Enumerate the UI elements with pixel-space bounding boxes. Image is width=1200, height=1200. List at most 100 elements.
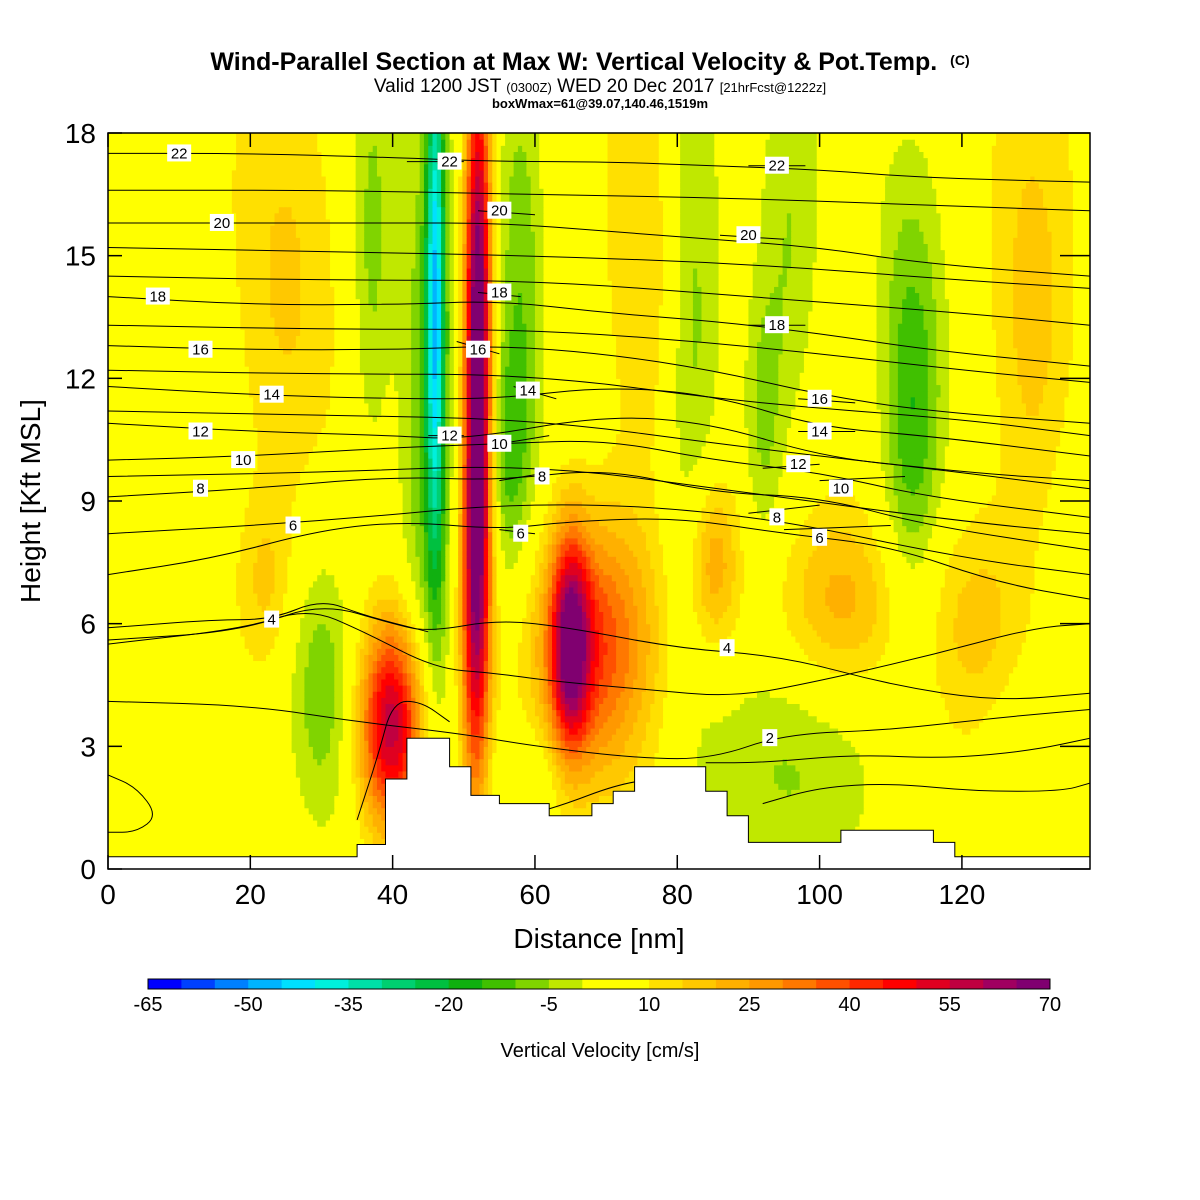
velocity-cell (321, 838, 326, 845)
velocity-cell (1022, 832, 1027, 839)
velocity-cell (339, 826, 344, 833)
velocity-cell (206, 795, 211, 802)
velocity-cell (270, 832, 275, 839)
velocity-cell (202, 820, 207, 827)
velocity-cell (253, 789, 258, 796)
velocity-cell (223, 789, 228, 796)
velocity-cell (172, 808, 177, 815)
velocity-cell (228, 789, 233, 796)
velocity-cell (292, 844, 297, 851)
velocity-cell (753, 832, 758, 839)
velocity-cell (608, 795, 613, 802)
velocity-cell (941, 832, 946, 839)
velocity-cell (936, 802, 941, 809)
velocity-cell (351, 844, 356, 851)
velocity-cell (1005, 795, 1010, 802)
velocity-cell (181, 826, 186, 833)
velocity-cell (821, 814, 826, 821)
velocity-cell (219, 826, 224, 833)
velocity-cell (561, 789, 566, 796)
velocity-cell (287, 838, 292, 845)
velocity-cell (808, 808, 813, 815)
velocity-cell (210, 789, 215, 796)
velocity-cell (757, 795, 762, 802)
velocity-cell (275, 820, 280, 827)
velocity-cell (279, 844, 284, 851)
velocity-cell (881, 795, 886, 802)
velocity-cell (1000, 832, 1005, 839)
velocity-cell (868, 795, 873, 802)
velocity-cell (898, 795, 903, 802)
velocity-cell (330, 826, 335, 833)
velocity-cell (970, 832, 975, 839)
velocity-cell (552, 789, 557, 796)
velocity-cell (915, 820, 920, 827)
velocity-cell (1005, 844, 1010, 851)
velocity-cell (992, 820, 997, 827)
velocity-cell (121, 802, 126, 809)
velocity-cell (821, 802, 826, 809)
velocity-cell (164, 844, 169, 851)
velocity-cell (347, 795, 352, 802)
velocity-cell (1030, 844, 1035, 851)
velocity-cell (817, 832, 822, 839)
velocity-cell (245, 826, 250, 833)
velocity-cell (181, 795, 186, 802)
velocity-cell (266, 789, 271, 796)
velocity-cell (936, 814, 941, 821)
velocity-cell (945, 826, 950, 833)
velocity-cell (885, 820, 890, 827)
velocity-cell (898, 808, 903, 815)
velocity-cell (283, 814, 288, 821)
velocity-cell (121, 814, 126, 821)
velocity-cell (326, 820, 331, 827)
velocity-cell (257, 814, 262, 821)
velocity-cell (830, 795, 835, 802)
velocity-cell (590, 795, 595, 802)
velocity-cell (1026, 838, 1031, 845)
velocity-cell (164, 814, 169, 821)
velocity-cell (168, 826, 173, 833)
velocity-cell (185, 795, 190, 802)
velocity-cell (834, 802, 839, 809)
velocity-cell (304, 789, 309, 796)
velocity-cell (561, 808, 566, 815)
velocity-cell (736, 808, 741, 815)
velocity-cell (770, 820, 775, 827)
velocity-cell (117, 820, 122, 827)
velocity-cell (787, 820, 792, 827)
velocity-cell (1022, 844, 1027, 851)
velocity-cell (1026, 820, 1031, 827)
velocity-cell (834, 826, 839, 833)
velocity-cell (958, 832, 963, 839)
velocity-cell (313, 838, 318, 845)
velocity-cell (193, 789, 198, 796)
velocity-cell (309, 814, 314, 821)
velocity-cell (1043, 814, 1048, 821)
velocity-cell (377, 808, 382, 815)
velocity-cell (313, 820, 318, 827)
velocity-cell (347, 808, 352, 815)
velocity-cell (851, 820, 856, 827)
velocity-cell (906, 820, 911, 827)
velocity-cell (996, 814, 1001, 821)
velocity-cell (748, 814, 753, 821)
velocity-cell (744, 808, 749, 815)
velocity-cell (206, 838, 211, 845)
velocity-cell (945, 820, 950, 827)
velocity-cell (872, 802, 877, 809)
chart-title-mark: (C) (950, 52, 969, 68)
velocity-cell (757, 814, 762, 821)
velocity-cell (923, 795, 928, 802)
velocity-cell (736, 789, 741, 796)
velocity-cell (877, 802, 882, 809)
velocity-cell (766, 814, 771, 821)
velocity-cell (198, 838, 203, 845)
velocity-cell (1013, 838, 1018, 845)
velocity-cell (309, 826, 314, 833)
velocity-cell (1030, 826, 1035, 833)
velocity-cell (962, 795, 967, 802)
velocity-cell (142, 802, 147, 809)
velocity-cell (501, 795, 506, 802)
velocity-cell (253, 826, 258, 833)
